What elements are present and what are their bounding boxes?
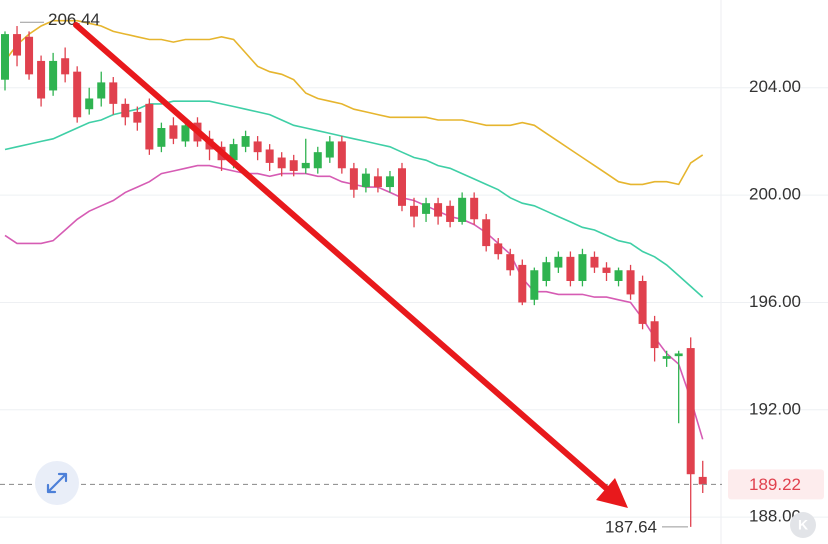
candle-body — [590, 256, 599, 268]
annotations: 206.44 187.64 189.22 — [0, 10, 824, 536]
candle-body — [566, 256, 575, 281]
expand-button[interactable] — [35, 461, 79, 505]
y-tick-label: 200.00 — [749, 185, 801, 204]
y-tick-label: 196.00 — [749, 292, 801, 311]
candle-body — [578, 254, 587, 281]
candle-body — [638, 280, 647, 324]
low-marker-label: 187.64 — [605, 517, 657, 536]
candle-body — [373, 176, 382, 188]
candle-body — [289, 160, 298, 171]
candle-body — [265, 149, 274, 163]
candle-body — [530, 270, 539, 300]
candle-body — [253, 141, 262, 153]
candle-body — [361, 173, 370, 188]
candle-body — [73, 71, 82, 118]
candle-body — [650, 321, 659, 349]
candle-body — [542, 262, 551, 281]
candle-body — [181, 125, 190, 142]
candle-body — [25, 36, 34, 75]
candle-body — [506, 254, 515, 271]
candle-body — [337, 141, 346, 169]
y-tick-label: 192.00 — [749, 399, 801, 418]
candle-body — [434, 203, 443, 217]
candle-body — [301, 162, 310, 169]
candle-body — [157, 128, 166, 147]
candle-body — [61, 58, 70, 75]
candle-body — [313, 152, 322, 169]
candle-body — [325, 141, 334, 158]
candle-body — [145, 103, 154, 150]
candle-body — [482, 219, 491, 247]
candle-body — [698, 476, 707, 485]
candle-body — [674, 353, 683, 357]
candle-body — [385, 176, 394, 188]
candle-body — [13, 34, 22, 56]
trend-arrow — [73, 22, 628, 508]
arrow-shaft — [73, 22, 609, 491]
logo: K — [790, 512, 816, 538]
candle-body — [686, 348, 695, 475]
candle-body — [397, 168, 406, 206]
candle-body — [446, 205, 455, 222]
logo-bg — [790, 512, 816, 538]
candle-body — [1, 34, 9, 80]
candle-body — [518, 264, 527, 303]
candle-body — [470, 197, 479, 220]
high-marker-label: 206.44 — [48, 10, 100, 29]
y-tick-label: 204.00 — [749, 77, 801, 96]
candle-body — [662, 356, 671, 359]
candle-body — [602, 267, 611, 273]
candle-body — [121, 103, 130, 118]
candle-body — [241, 136, 250, 147]
candle-body — [458, 197, 467, 222]
band-line — [4, 19, 704, 186]
candle-body — [554, 256, 563, 268]
candle-body — [614, 270, 623, 281]
last-price-label: 189.22 — [749, 475, 801, 494]
expand-icon[interactable] — [46, 472, 68, 494]
arrow-head — [596, 478, 628, 508]
last-price-box — [728, 469, 824, 500]
candle-body — [85, 98, 94, 110]
candle-body — [494, 243, 503, 255]
candle-body — [109, 82, 118, 104]
candle-body — [349, 168, 358, 190]
candle-body — [410, 205, 419, 217]
candle-body — [133, 111, 142, 123]
logo-text: K — [798, 517, 808, 533]
candle-body — [422, 203, 431, 214]
candle-body — [97, 82, 106, 99]
candles — [1, 26, 707, 527]
candle-body — [626, 270, 635, 295]
candle-body — [37, 60, 46, 99]
candle-body — [229, 144, 238, 161]
candle-body — [49, 60, 58, 91]
y-tick-label: 188.00 — [749, 507, 801, 526]
candle-body — [169, 125, 178, 139]
candle-body — [277, 157, 286, 169]
